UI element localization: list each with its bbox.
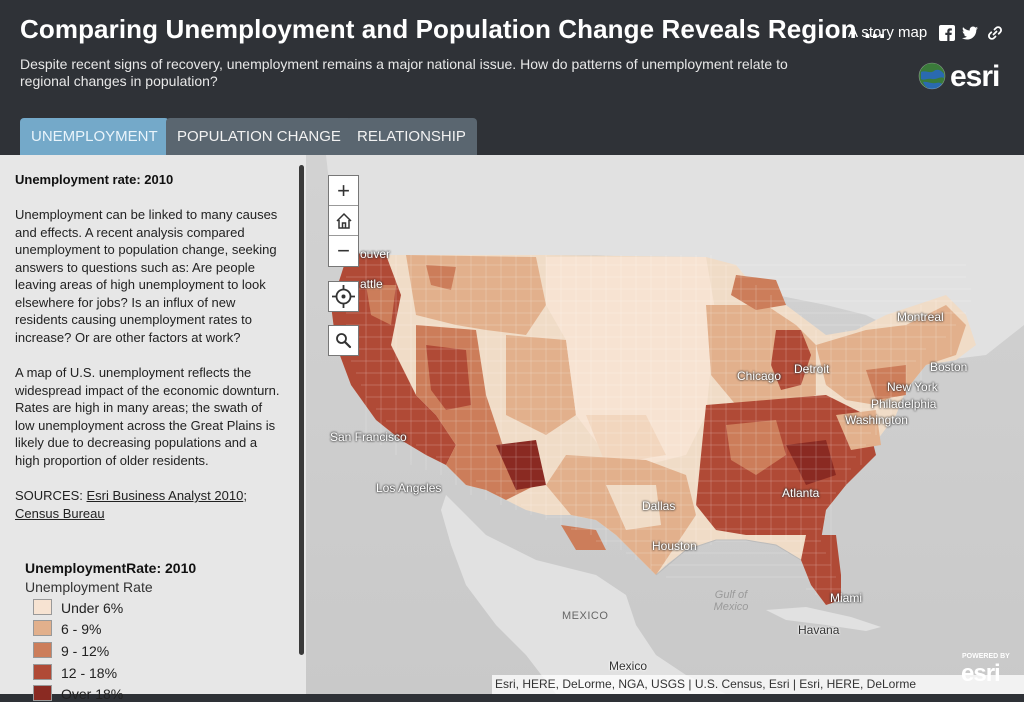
city-label-seattle: attle xyxy=(360,277,383,291)
city-label-los-angeles: Los Angeles xyxy=(376,481,442,495)
sidebar-heading: Unemployment rate: 2010 xyxy=(15,172,174,187)
zoom-in-icon[interactable]: + xyxy=(329,176,358,206)
city-label-miami: Miami xyxy=(830,591,862,605)
twitter-icon[interactable] xyxy=(962,25,978,41)
sidebar-panel: Unemployment rate: 2010 Unemployment can… xyxy=(0,155,306,702)
city-label-new-york: New York xyxy=(887,380,938,394)
city-label-detroit: Detroit xyxy=(794,362,830,376)
city-label-washington: Washington xyxy=(845,413,908,427)
legend-swatch xyxy=(33,685,52,701)
city-label-atlanta: Atlanta xyxy=(782,486,820,500)
city-label-chicago: Chicago xyxy=(737,369,782,383)
city-label-houston: Houston xyxy=(652,539,697,553)
country-label-mexico: MEXICO xyxy=(562,610,609,622)
legend-item: 9 - 12% xyxy=(33,642,109,659)
city-label-montreal: Montreal xyxy=(897,310,944,324)
zoom-out-icon[interactable]: − xyxy=(337,238,350,263)
sidebar-paragraph-1: Unemployment can be linked to many cause… xyxy=(15,207,278,345)
city-label-philadelphia: Philadelphia xyxy=(871,397,937,411)
search-glyph xyxy=(336,333,352,349)
powered-by-esri-logo: esri xyxy=(961,660,1001,687)
legend-item: 6 - 9% xyxy=(33,620,101,637)
tab-population-change[interactable]: POPULATION CHANGE xyxy=(166,118,352,155)
zoom-control: + − xyxy=(328,175,359,267)
legend-label: Over 18% xyxy=(61,686,124,702)
city-label-boston: Boston xyxy=(930,360,968,374)
legend-label: 12 - 18% xyxy=(61,665,118,681)
tab-unemployment[interactable]: UNEMPLOYMENT xyxy=(20,118,169,155)
legend-swatch xyxy=(33,642,52,658)
legend-label: 6 - 9% xyxy=(61,621,102,637)
legend-title: UnemploymentRate: 2010 xyxy=(25,560,197,576)
legend-swatch xyxy=(33,664,52,680)
sidebar-sources: SOURCES: Esri Business Analyst 2010; Cen… xyxy=(15,487,285,522)
search-icon[interactable] xyxy=(328,325,359,356)
city-label-dallas: Dallas xyxy=(642,499,676,513)
locate-glyph xyxy=(332,285,355,308)
legend-label: Under 6% xyxy=(61,600,124,616)
legend-item: Under 6% xyxy=(33,599,123,616)
home-icon[interactable] xyxy=(329,206,358,236)
map-attribution: Esri, HERE, DeLorme, NGA, USGS | U.S. Ce… xyxy=(492,675,1024,694)
link-icon[interactable] xyxy=(987,25,1003,41)
locate-icon[interactable] xyxy=(328,281,359,312)
cuba-landmass xyxy=(766,607,881,631)
facebook-icon[interactable] xyxy=(939,25,955,41)
tab-relationship[interactable]: RELATIONSHIP xyxy=(346,118,477,155)
sidebar-paragraph-2: A map of U.S. unemployment reflects the … xyxy=(15,365,280,468)
legend-item: 12 - 18% xyxy=(33,664,117,681)
sidebar-scrollbar[interactable] xyxy=(299,165,304,655)
city-label-san-francisco: San Francisco xyxy=(330,430,407,444)
source-link-esri-business-analyst[interactable]: Esri Business Analyst 2010 xyxy=(86,488,244,503)
story-title: Comparing Unemployment and Population Ch… xyxy=(20,14,886,44)
city-label-vancouver: ouver xyxy=(360,247,391,261)
legend-swatch xyxy=(33,599,52,615)
sources-separator: ; xyxy=(243,488,247,503)
esri-logo-text: esri xyxy=(950,60,1000,93)
gulf-of-mexico-label: Gulf of Mexico xyxy=(713,589,749,613)
source-link-census-bureau[interactable]: Census Bureau xyxy=(15,505,105,521)
legend-label: 9 - 12% xyxy=(61,643,110,659)
home-glyph xyxy=(335,212,352,229)
story-subtitle: Despite recent signs of recovery, unempl… xyxy=(20,56,788,89)
map-view[interactable]: + − ouver attle San Francisco Los Angele… xyxy=(306,155,1024,694)
story-map-link[interactable]: A story map xyxy=(848,24,928,41)
city-label-havana: Havana xyxy=(798,623,840,637)
sources-label: SOURCES: xyxy=(15,488,87,503)
legend-swatch xyxy=(33,620,52,636)
mexico-landmass xyxy=(441,495,726,694)
legend-subtitle: Unemployment Rate xyxy=(25,579,153,595)
county-borders xyxy=(346,255,971,600)
basemap xyxy=(306,155,1024,694)
esri-globe-icon xyxy=(918,62,946,90)
powered-by-label: POWERED BY xyxy=(962,653,1010,660)
city-label-mexico-city: Mexico xyxy=(609,659,648,673)
app-header: Comparing Unemployment and Population Ch… xyxy=(0,0,1024,155)
